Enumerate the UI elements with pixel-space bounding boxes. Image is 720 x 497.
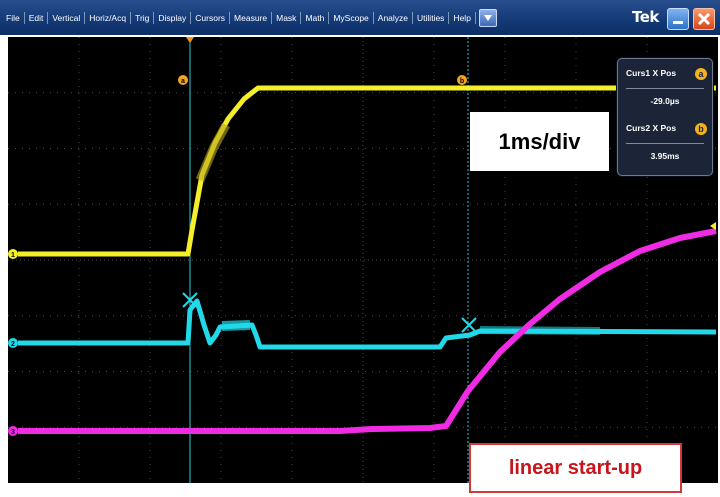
- cursor-b-badge[interactable]: b: [457, 75, 467, 85]
- ch1-marker[interactable]: 1: [8, 249, 18, 259]
- ch3-waveform: [18, 228, 717, 434]
- menu-edit[interactable]: Edit: [25, 11, 49, 24]
- dropdown-arrow-icon[interactable]: [478, 8, 497, 27]
- menu-mask[interactable]: Mask: [272, 11, 302, 24]
- curs2-badge: b: [695, 123, 707, 135]
- startup-annotation: linear start-up: [469, 443, 682, 493]
- menu-math[interactable]: Math: [301, 11, 330, 24]
- menu-file[interactable]: File: [2, 11, 25, 24]
- menu-bar: File Edit Vertical Horiz/Acq Trig Displa…: [0, 0, 720, 35]
- cursor-a-badge-label: a: [181, 78, 185, 85]
- menu-utilities[interactable]: Utilities: [413, 11, 450, 24]
- curs2-value: 3.95ms: [650, 151, 680, 161]
- minimize-icon[interactable]: [667, 8, 689, 30]
- timebase-annotation: 1ms/div: [470, 112, 609, 171]
- ch3-reference-arrow: [710, 222, 716, 230]
- menu-display[interactable]: Display: [154, 11, 192, 24]
- ch3-marker-label: 3: [11, 429, 15, 436]
- menu-horiz-acq[interactable]: Horiz/Acq: [85, 11, 132, 24]
- panel-divider: [626, 143, 704, 144]
- curs1-value: -29.0µs: [650, 96, 680, 106]
- menu-measure[interactable]: Measure: [230, 11, 273, 24]
- menu-analyze[interactable]: Analyze: [374, 11, 414, 24]
- oscilloscope-display: 1 2 3 a b: [0, 35, 720, 497]
- graticule-background: [8, 37, 718, 483]
- panel-divider: [626, 88, 704, 89]
- tek-logo: Tek: [632, 8, 659, 26]
- ch1-marker-label: 1: [11, 252, 15, 259]
- curs1-badge: a: [695, 68, 707, 80]
- menu-items: File Edit Vertical Horiz/Acq Trig Displa…: [2, 0, 497, 35]
- ch1-waveform: [18, 85, 716, 257]
- menu-vertical[interactable]: Vertical: [48, 11, 86, 24]
- graticule-grid: [8, 37, 718, 483]
- cursor-a-badge[interactable]: a: [178, 75, 188, 85]
- curs1-label: Curs1 X Pos: [626, 68, 677, 78]
- curs2-label: Curs2 X Pos: [626, 123, 677, 133]
- ch3-marker[interactable]: 3: [8, 426, 18, 436]
- ch2-marker-label: 2: [11, 341, 15, 348]
- cursor-readout-panel[interactable]: Curs1 X Pos a -29.0µs Curs2 X Pos b 3.95…: [617, 58, 713, 176]
- trigger-position-icon: [186, 37, 194, 43]
- menu-trig[interactable]: Trig: [131, 11, 155, 24]
- menu-cursors[interactable]: Cursors: [191, 11, 231, 24]
- ch2-waveform: [18, 298, 717, 350]
- close-x-icon[interactable]: [693, 8, 715, 30]
- cursor-a-crossmark: [182, 292, 198, 308]
- cursor-b-crossmark: [461, 317, 477, 333]
- ch2-marker[interactable]: 2: [8, 338, 18, 348]
- cursor-b-badge-label: b: [460, 78, 464, 85]
- menu-help[interactable]: Help: [449, 11, 476, 24]
- menu-myscope[interactable]: MyScope: [329, 11, 374, 24]
